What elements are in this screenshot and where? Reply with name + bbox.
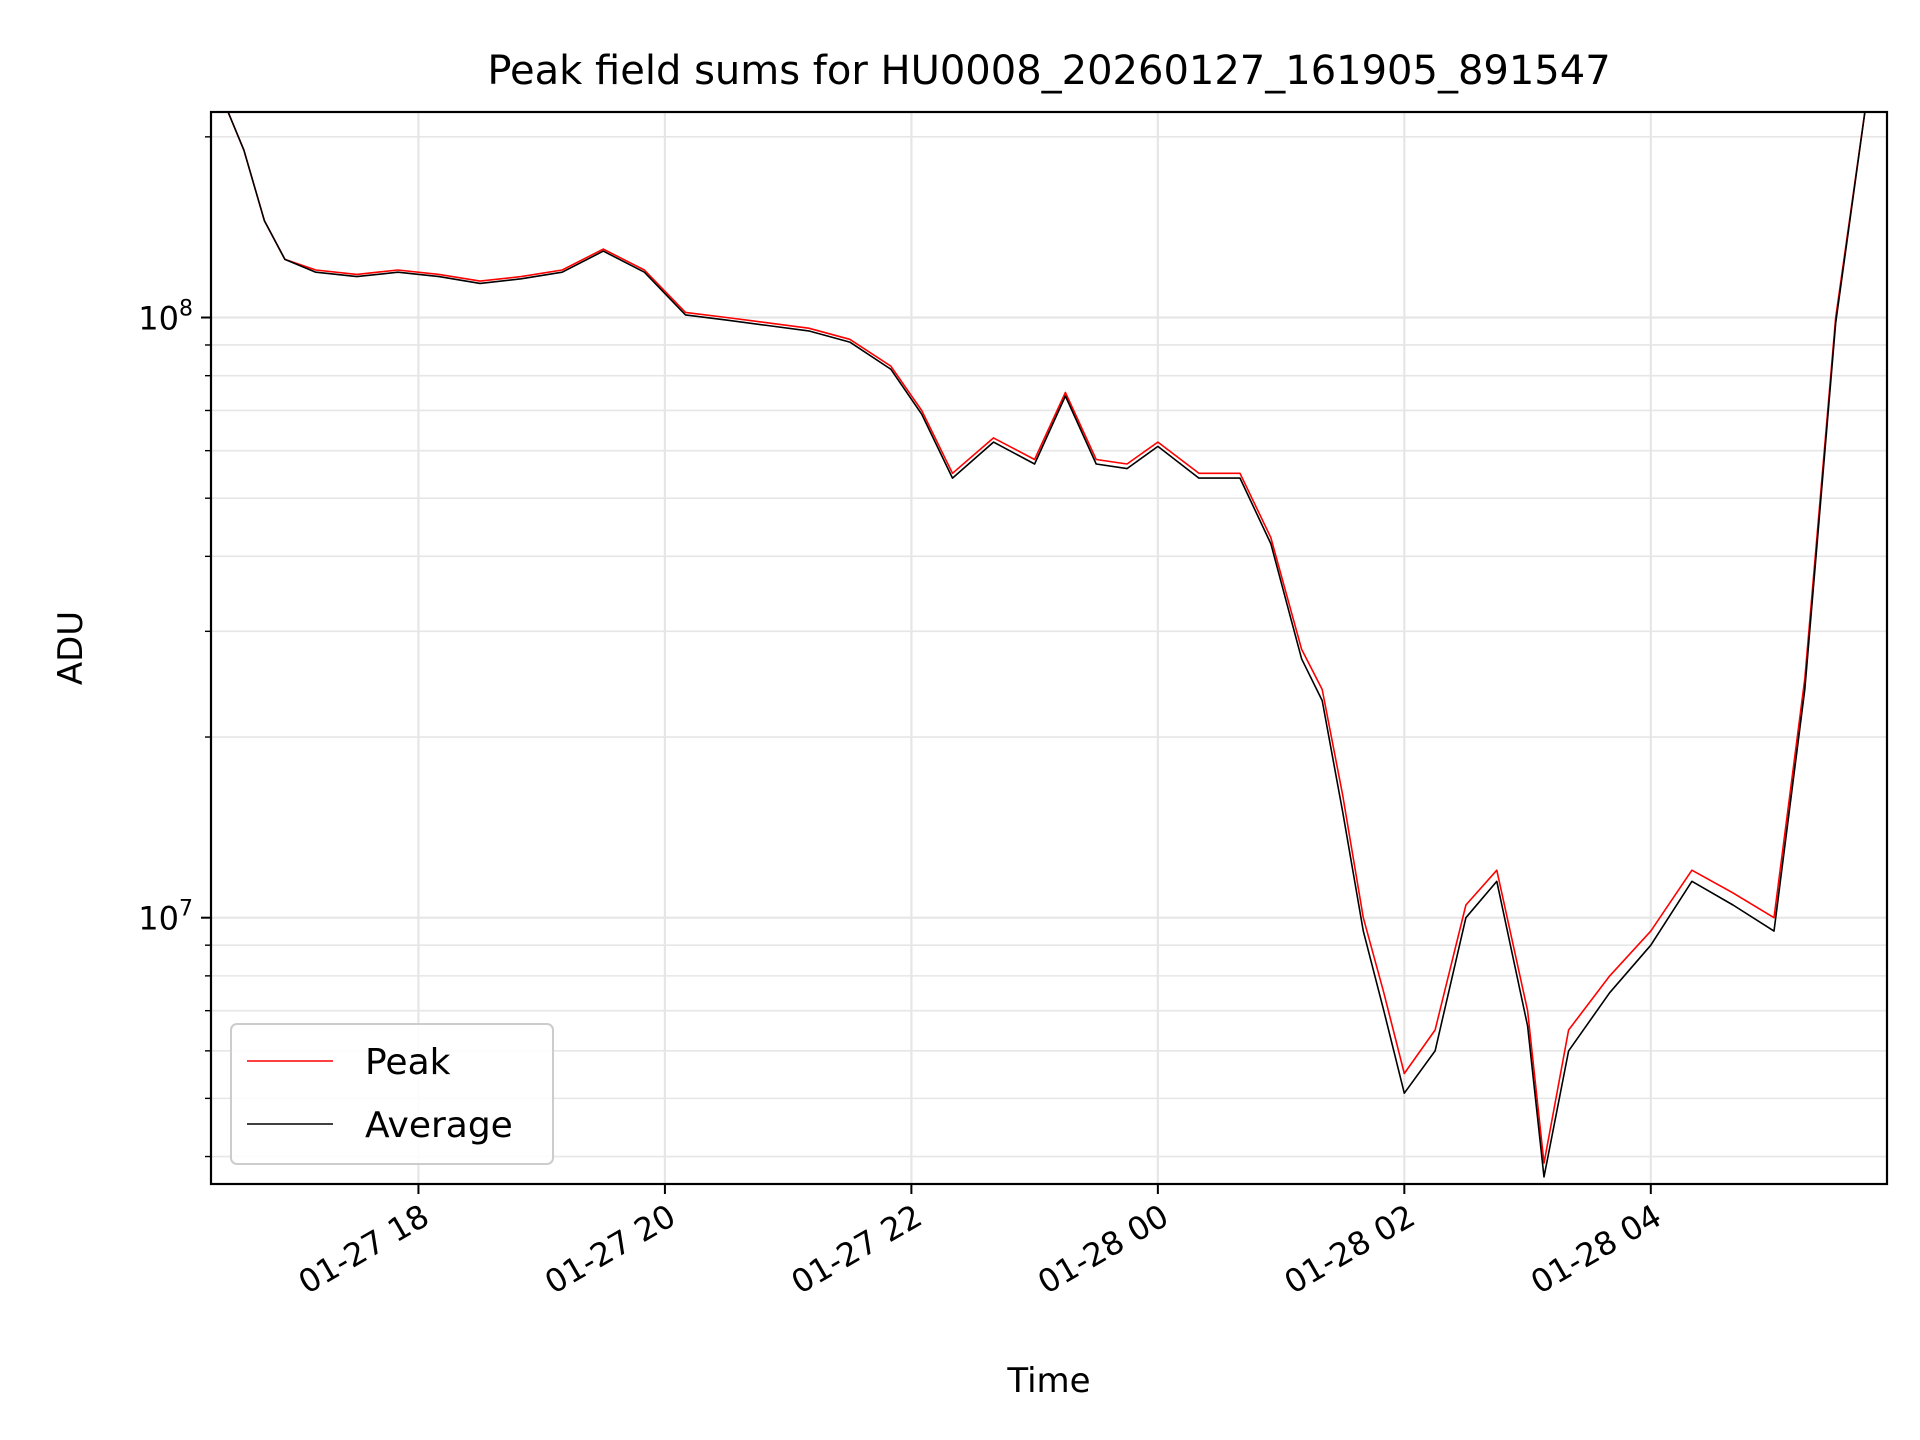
x-axis-label: Time	[1006, 1361, 1090, 1401]
y-tick-label: 108	[138, 297, 193, 338]
y-axis-label: ADU	[51, 611, 91, 685]
series-line-average	[227, 112, 1866, 1178]
legend-label-average: Average	[365, 1105, 513, 1146]
legend-box	[230, 1023, 554, 1165]
chart-title: Peak field sums for HU0008_20260127_1619…	[487, 48, 1610, 94]
series-line-peak	[227, 112, 1866, 1164]
plot-frame	[209, 110, 1889, 1186]
plot-lines	[227, 112, 1866, 1178]
legend: Peak Average	[230, 1023, 554, 1165]
legend-label-peak: Peak	[365, 1042, 451, 1083]
y-tick-label: 107	[138, 897, 193, 938]
